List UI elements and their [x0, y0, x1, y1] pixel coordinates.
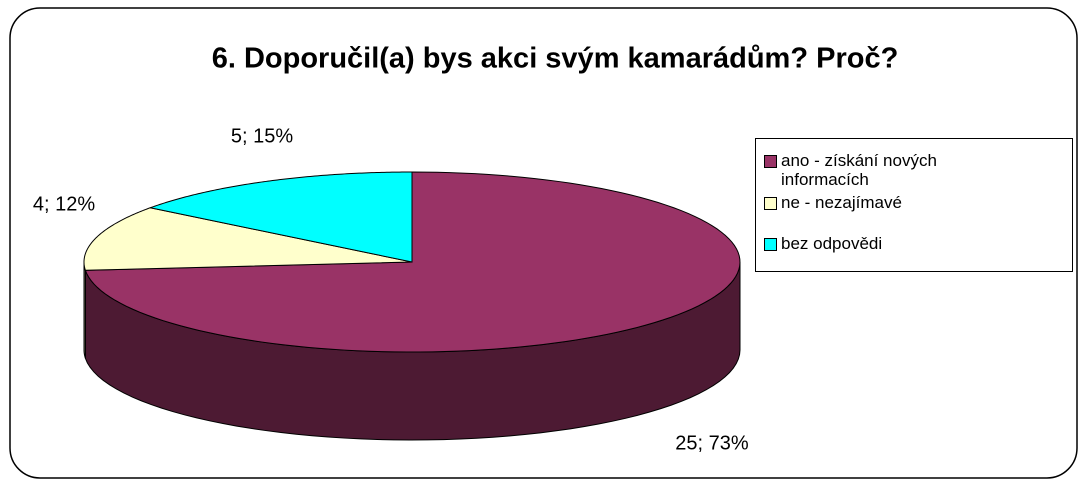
- legend-swatch: [764, 197, 777, 210]
- pie: [83, 171, 741, 441]
- legend-swatch: [764, 238, 777, 251]
- slice-side: [83, 261, 86, 359]
- slice: [83, 207, 413, 271]
- legend-label: ne - nezajímavé: [781, 193, 902, 212]
- legend-item: bez odpovědi: [764, 234, 1004, 253]
- slice: [148, 171, 413, 263]
- data-label: 25; 73%: [675, 432, 749, 454]
- legend: ano - získání nových informacích ne - nez…: [755, 138, 1073, 272]
- legend-item: ano - získání nových informacích: [764, 151, 1004, 189]
- legend-label: bez odpovědi: [781, 234, 883, 253]
- legend-item: ne - nezajímavé: [764, 193, 1004, 212]
- legend-swatch: [764, 155, 777, 168]
- legend-label: ano - získání nových informacích: [781, 151, 937, 189]
- chart-title: 6. Doporučil(a) bys akci svým kamarádům?…: [212, 43, 899, 75]
- data-label: 5; 15%: [231, 125, 293, 147]
- data-label: 4; 12%: [33, 193, 95, 215]
- slice: [84, 171, 741, 353]
